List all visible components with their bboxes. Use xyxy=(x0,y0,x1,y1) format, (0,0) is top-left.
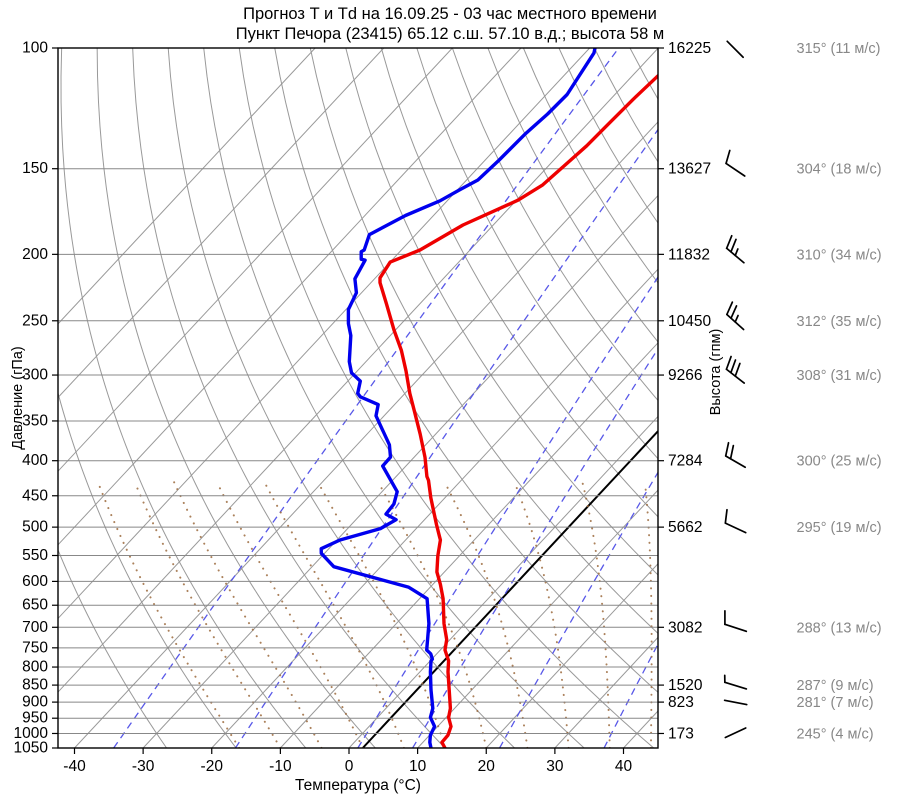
svg-text:450: 450 xyxy=(22,487,48,504)
svg-text:5662: 5662 xyxy=(668,519,702,536)
svg-text:200: 200 xyxy=(22,246,48,263)
svg-text:300: 300 xyxy=(22,367,48,384)
svg-text:900: 900 xyxy=(22,694,48,711)
svg-text:700: 700 xyxy=(22,619,48,636)
svg-text:295° (19 м/с): 295° (19 м/с) xyxy=(797,520,882,536)
svg-text:245° (4 м/с): 245° (4 м/с) xyxy=(797,726,874,742)
svg-text:550: 550 xyxy=(22,547,48,564)
svg-text:650: 650 xyxy=(22,597,48,614)
svg-text:173: 173 xyxy=(668,725,694,742)
svg-text:350: 350 xyxy=(22,412,48,429)
svg-text:310° (34 м/с): 310° (34 м/с) xyxy=(797,247,882,263)
svg-text:600: 600 xyxy=(22,573,48,590)
svg-text:1520: 1520 xyxy=(668,677,703,694)
svg-text:750: 750 xyxy=(22,639,48,656)
svg-text:800: 800 xyxy=(22,659,48,676)
svg-text:500: 500 xyxy=(22,519,48,536)
svg-text:850: 850 xyxy=(22,677,48,694)
svg-text:30: 30 xyxy=(546,758,564,775)
svg-text:-20: -20 xyxy=(201,758,224,775)
svg-text:315° (11 м/с): 315° (11 м/с) xyxy=(797,41,881,57)
svg-text:7284: 7284 xyxy=(668,453,703,470)
svg-text:150: 150 xyxy=(22,160,48,177)
svg-text:288° (13 м/с): 288° (13 м/с) xyxy=(797,620,882,636)
svg-text:3082: 3082 xyxy=(668,619,702,636)
svg-text:16225: 16225 xyxy=(668,40,711,57)
svg-text:Высота (гпм): Высота (гпм) xyxy=(708,329,724,416)
svg-text:9266: 9266 xyxy=(668,367,702,384)
svg-text:250: 250 xyxy=(22,312,48,329)
svg-text:Пункт Печора (23415) 65.12 с.ш: Пункт Печора (23415) 65.12 с.ш. 57.10 в.… xyxy=(236,25,664,43)
svg-text:Давление (гПа): Давление (гПа) xyxy=(10,346,26,449)
svg-text:304° (18 м/с): 304° (18 м/с) xyxy=(797,162,882,178)
svg-text:11832: 11832 xyxy=(668,246,710,263)
svg-text:20: 20 xyxy=(478,758,496,775)
svg-text:13627: 13627 xyxy=(668,161,711,178)
svg-text:-40: -40 xyxy=(63,758,86,775)
svg-text:Прогноз T и Td на 16.09.25 - 0: Прогноз T и Td на 16.09.25 - 03 час мест… xyxy=(243,5,657,23)
svg-text:823: 823 xyxy=(668,694,694,711)
svg-text:10450: 10450 xyxy=(668,313,711,330)
svg-text:300° (25 м/с): 300° (25 м/с) xyxy=(797,454,882,470)
svg-text:287° (9 м/с): 287° (9 м/с) xyxy=(797,678,874,694)
svg-text:40: 40 xyxy=(615,758,633,775)
svg-text:308° (31 м/с): 308° (31 м/с) xyxy=(797,368,882,384)
svg-text:-10: -10 xyxy=(269,758,292,775)
svg-text:10: 10 xyxy=(409,758,427,775)
svg-text:0: 0 xyxy=(345,758,354,775)
svg-text:1050: 1050 xyxy=(14,740,49,757)
svg-text:400: 400 xyxy=(22,452,48,469)
svg-text:281° (7 м/с): 281° (7 м/с) xyxy=(797,695,874,711)
svg-text:312° (35 м/с): 312° (35 м/с) xyxy=(797,314,882,330)
svg-text:Температура (°C): Температура (°C) xyxy=(295,777,421,794)
svg-text:-30: -30 xyxy=(132,758,155,775)
svg-text:100: 100 xyxy=(22,40,48,57)
